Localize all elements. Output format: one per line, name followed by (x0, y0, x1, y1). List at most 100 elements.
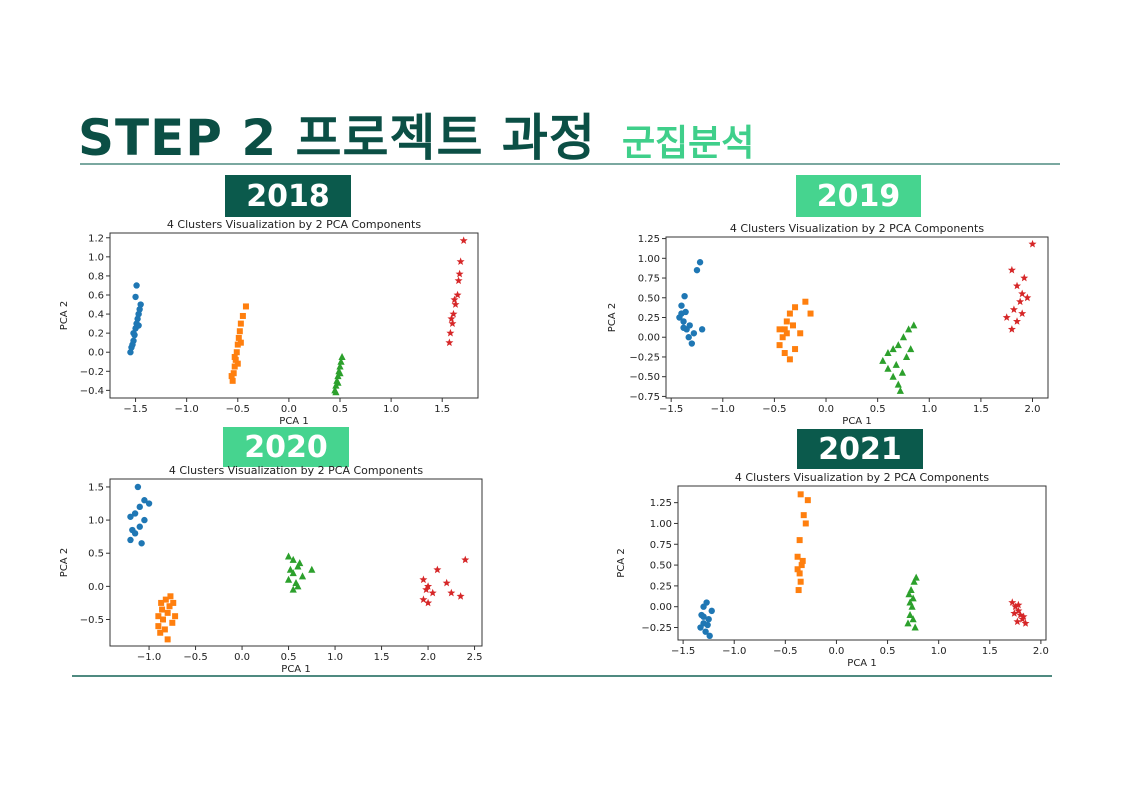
chart-title: 4 Clusters Visualization by 2 PCA Compon… (167, 218, 421, 231)
data-point (127, 513, 134, 520)
x-tick-label: −1.0 (711, 404, 735, 415)
data-point (456, 592, 465, 600)
series-circle (697, 599, 715, 640)
data-point (792, 346, 799, 353)
data-point (237, 339, 244, 346)
data-point (456, 257, 465, 265)
data-point (1011, 602, 1020, 611)
y-tick-label: −0.25 (629, 352, 660, 363)
x-axis-label: PCA 1 (842, 416, 871, 427)
x-axis-label: PCA 1 (279, 416, 308, 427)
data-point (894, 341, 902, 349)
x-tick-label: 0.0 (818, 404, 834, 415)
data-point (296, 559, 304, 567)
data-point (334, 378, 342, 386)
data-point (781, 350, 788, 357)
data-point (688, 340, 696, 347)
data-point (898, 368, 907, 376)
data-point (807, 310, 814, 317)
data-point (1009, 305, 1018, 313)
data-point (336, 362, 344, 370)
data-point (693, 266, 701, 274)
data-point (1018, 309, 1027, 317)
data-point (422, 585, 431, 594)
data-point (157, 629, 164, 636)
y-tick-label: 0.0 (88, 582, 104, 593)
x-axis-label: PCA 1 (847, 658, 876, 668)
data-point (680, 318, 687, 325)
plot-frame (109, 478, 483, 647)
data-point (428, 588, 437, 597)
data-point (910, 577, 918, 585)
y-tick-label: 0.50 (638, 293, 660, 304)
data-point (1014, 600, 1023, 609)
series-star (445, 236, 468, 347)
data-point (794, 566, 801, 573)
series-triangle (284, 552, 316, 593)
y-tick-label: 1.00 (650, 519, 672, 530)
data-point (776, 342, 783, 349)
data-point (166, 603, 173, 610)
data-point (700, 603, 707, 610)
data-point (700, 613, 707, 620)
data-point (879, 356, 887, 364)
data-point (708, 607, 715, 615)
data-point (797, 330, 804, 337)
data-point (164, 609, 171, 616)
data-point (332, 388, 340, 396)
data-point (459, 236, 468, 244)
y-tick-label: 0.2 (88, 329, 104, 340)
y-tick-label: 1.2 (88, 233, 104, 244)
x-tick-label: 0.5 (870, 404, 886, 415)
data-point (678, 302, 685, 309)
data-point (286, 565, 295, 573)
chart-svg: 4 Clusters Visualization by 2 PCA Compon… (616, 471, 1049, 669)
data-point (1020, 273, 1029, 282)
data-point (1028, 239, 1037, 248)
x-tick-label: 1.5 (982, 646, 998, 657)
data-point (802, 520, 809, 527)
x-tick-label: 1.0 (327, 652, 343, 663)
data-point (336, 369, 344, 377)
data-point (696, 259, 704, 266)
data-point (685, 334, 692, 341)
y-tick-label: −0.50 (629, 372, 660, 383)
series-triangle (879, 321, 918, 394)
data-point (889, 345, 897, 353)
x-tick-label: 0.0 (828, 646, 844, 657)
data-point (909, 594, 917, 602)
data-point (906, 598, 914, 606)
data-point (450, 295, 459, 304)
data-point (1021, 619, 1030, 627)
data-point (702, 628, 709, 635)
data-point (308, 565, 316, 573)
series-circle (127, 282, 144, 356)
data-point (1010, 609, 1019, 617)
series-triangle (904, 573, 920, 631)
data-point (424, 598, 433, 607)
data-point (706, 632, 713, 640)
data-point (704, 621, 711, 629)
data-point (131, 331, 138, 339)
data-point (161, 626, 168, 633)
x-tick-label: −1.0 (722, 646, 746, 657)
data-point (338, 352, 346, 360)
data-point (127, 536, 134, 544)
data-point (894, 380, 902, 388)
data-point (797, 491, 804, 498)
data-point (127, 349, 134, 356)
year-badge-2021: 2021 (797, 429, 923, 469)
series-triangle (331, 352, 346, 396)
data-point (337, 357, 345, 365)
data-point (289, 555, 297, 563)
data-point (234, 341, 241, 348)
y-tick-label: −0.2 (80, 367, 104, 378)
series-circle (676, 259, 706, 347)
y-tick-label: −0.25 (641, 623, 672, 634)
data-point (137, 301, 144, 308)
data-point (705, 615, 712, 623)
data-point (905, 590, 913, 598)
data-point (134, 315, 141, 323)
data-point (235, 334, 242, 341)
data-point (1013, 281, 1021, 290)
